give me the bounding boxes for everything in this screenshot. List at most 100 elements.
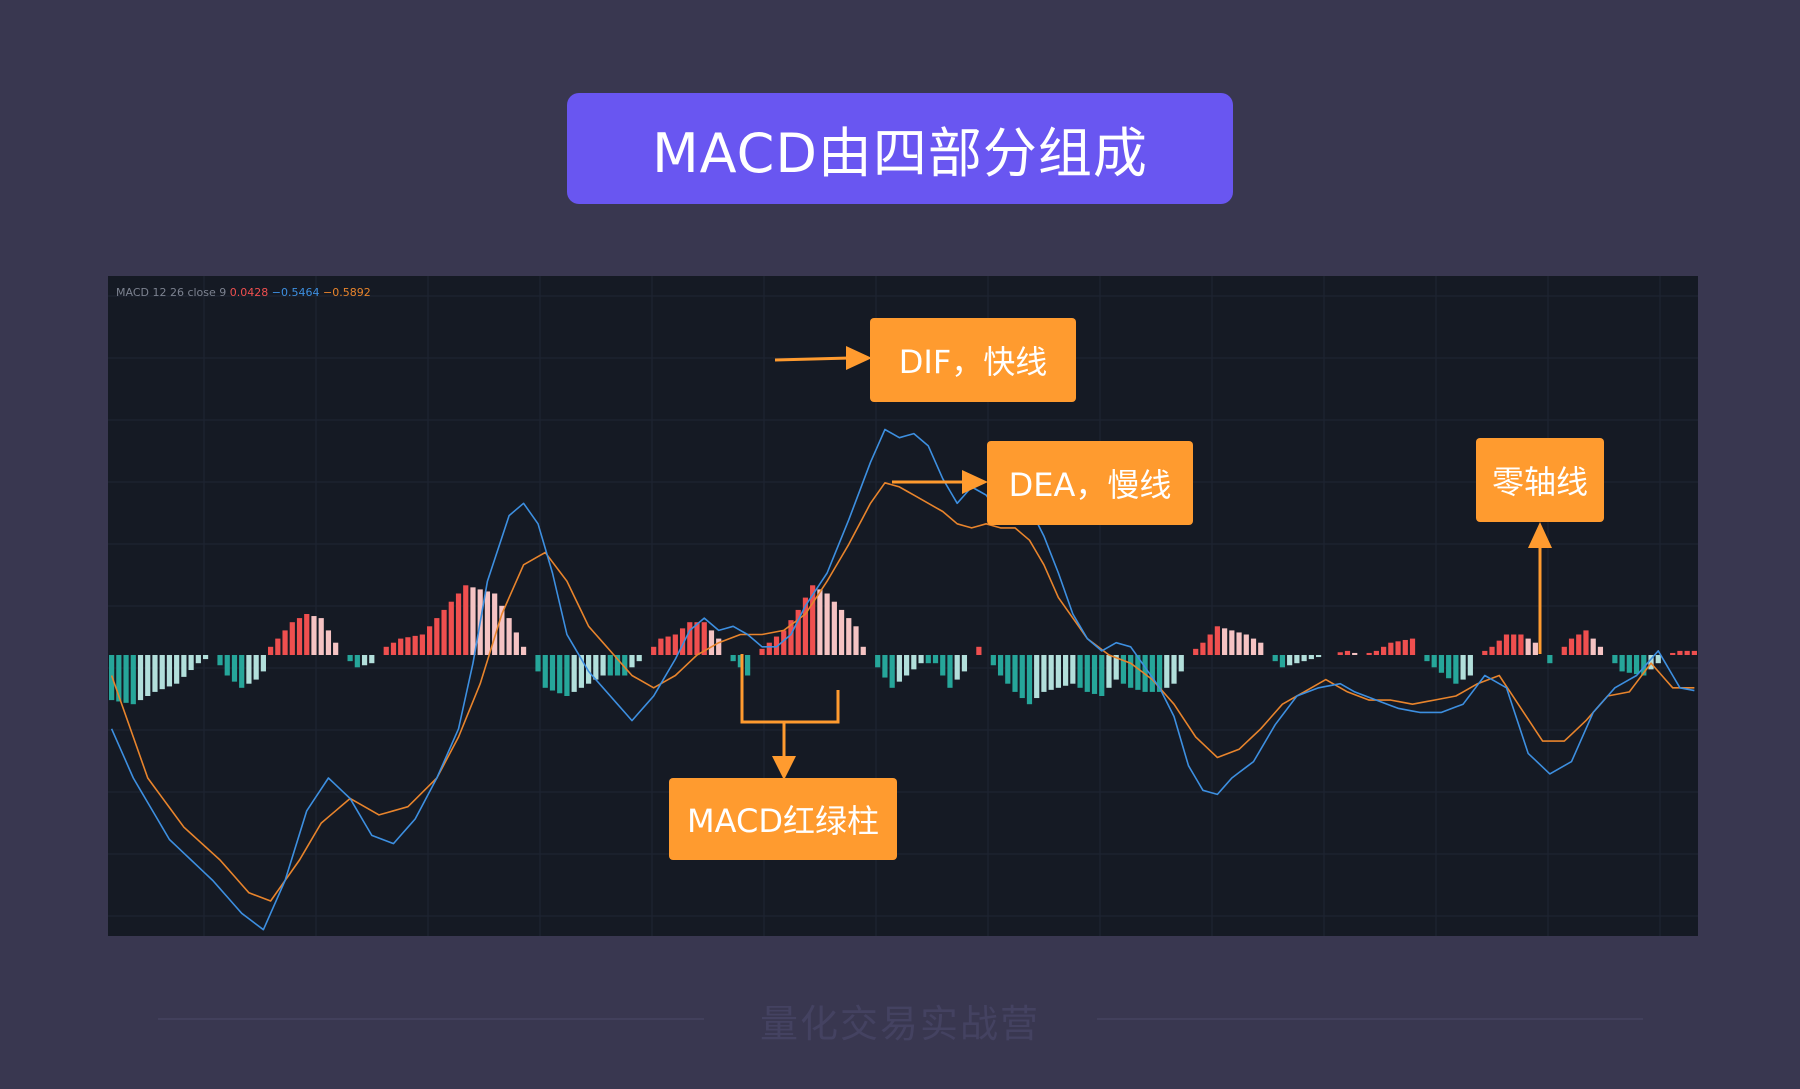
macd-histogram-bar <box>1308 655 1314 660</box>
macd-histogram-bar <box>1648 655 1654 670</box>
macd-histogram-bar <box>961 655 968 672</box>
macd-histogram-bar <box>195 655 201 664</box>
macd-histogram-bar <box>542 655 548 688</box>
macd-histogram-bar <box>1655 655 1661 664</box>
macd-histogram-bar <box>369 655 375 664</box>
macd-histogram-bar <box>1214 626 1220 655</box>
macd-histogram-bar <box>253 655 259 680</box>
macd-histogram-bar <box>311 616 317 655</box>
macd-histogram-bar <box>600 655 606 676</box>
macd-histogram-bar <box>1691 650 1697 655</box>
macd-histogram-bar <box>1207 634 1213 655</box>
macd-histogram-bar <box>976 646 982 655</box>
macd-histogram-bar <box>1193 648 1199 655</box>
macd-histogram-bar <box>1012 655 1018 692</box>
footer-divider-right <box>1097 1018 1643 1020</box>
macd-histogram-bar <box>492 593 498 655</box>
macd-histogram-bar <box>1482 650 1488 655</box>
macd-histogram-bar <box>925 655 931 664</box>
macd-histogram-bar <box>1460 655 1466 680</box>
macd-histogram-bar <box>708 630 715 655</box>
macd-histogram-bar <box>419 634 425 655</box>
macd-histogram-bar <box>1048 655 1054 690</box>
macd-histogram-bar <box>427 626 433 655</box>
macd-histogram-bar <box>1178 655 1184 672</box>
legend-label: MACD 12 26 close 9 <box>116 286 227 299</box>
macd-histogram-bar <box>831 601 837 655</box>
macd-histogram-bar <box>1511 634 1517 655</box>
macd-histogram-bar <box>954 655 960 680</box>
macd-histogram-bar <box>1532 642 1538 655</box>
macd-histogram-bar <box>860 646 866 655</box>
macd-histogram-bar <box>1626 655 1632 673</box>
macd-histogram-bar <box>405 637 411 655</box>
macd-histogram-bar <box>1222 628 1228 655</box>
macd-histogram-bar <box>687 622 693 655</box>
macd-histogram-bar <box>1106 655 1112 688</box>
macd-histogram-bar <box>188 655 194 671</box>
macd-histogram-bar <box>231 655 238 682</box>
macd-histogram-bar <box>636 655 642 662</box>
macd-histogram-bar <box>1612 655 1618 664</box>
macd-histogram-bar <box>679 628 686 655</box>
macd-histogram-bar <box>759 648 765 655</box>
macd-histogram-bar <box>347 655 353 662</box>
macd-histogram-bar <box>441 609 447 655</box>
callout-dea: DEA，慢线 <box>987 441 1193 525</box>
macd-histogram-bar <box>788 620 794 655</box>
macd-histogram-bar <box>1243 634 1249 655</box>
macd-histogram-bar <box>1171 655 1177 684</box>
macd-histogram-bar <box>275 638 281 655</box>
macd-histogram-bar <box>1250 638 1257 655</box>
macd-histogram-bar <box>202 655 209 660</box>
macd-histogram-bar <box>1279 655 1286 668</box>
macd-histogram-bar <box>506 618 512 655</box>
legend-dea-value: −0.5892 <box>323 286 371 299</box>
macd-histogram-bar <box>1568 638 1575 655</box>
macd-histogram-bar <box>246 655 252 684</box>
macd-histogram-bar <box>1315 655 1322 658</box>
macd-histogram-bar <box>333 642 339 655</box>
grid-layer <box>108 276 1698 936</box>
macd-histogram-bar <box>520 646 527 655</box>
macd-histogram-bar <box>268 646 274 655</box>
chart-canvas <box>108 276 1698 936</box>
macd-histogram-bar <box>1590 638 1596 655</box>
macd-histogram-bar <box>875 655 881 668</box>
macd-histogram-bar <box>398 638 404 655</box>
macd-histogram-bar <box>614 655 621 676</box>
macd-histogram-bar <box>1446 655 1452 679</box>
macd-histogram-bar <box>990 655 996 666</box>
macd-histogram-bar <box>1561 646 1567 655</box>
dea-slow-line <box>110 482 1695 902</box>
macd-histogram-bar <box>1467 655 1473 676</box>
macd-histogram-bar <box>390 642 397 655</box>
legend-hist-value: 0.0428 <box>229 286 269 299</box>
macd-histogram-bar <box>1381 646 1387 655</box>
macd-histogram-bar <box>810 585 816 655</box>
macd-histogram-bar <box>1301 655 1307 662</box>
macd-histogram-bar <box>1041 655 1047 692</box>
macd-histogram-bar <box>166 655 173 687</box>
macd-histogram-bar <box>1344 650 1351 655</box>
macd-histogram-bar <box>484 591 491 655</box>
macd-histogram-bar <box>846 618 852 655</box>
macd-histogram-bar <box>549 655 556 691</box>
macd-histogram-bar <box>1034 655 1040 699</box>
macd-histogram-bar <box>824 593 830 655</box>
macd-histogram-bar <box>737 655 743 668</box>
macd-histogram-bar <box>1337 652 1343 655</box>
macd-histogram-bar <box>1619 655 1625 672</box>
macd-histogram-bar <box>802 597 809 655</box>
macd-histogram-bar <box>1597 646 1604 655</box>
macd-histogram-bar <box>1156 655 1163 692</box>
macd-histogram-bar <box>412 635 418 655</box>
footer-divider-left <box>158 1018 704 1020</box>
callout-dif-label: DIF，快线 <box>898 343 1048 381</box>
macd-histogram-bar <box>1149 655 1155 692</box>
callout-dif: DIF，快线 <box>870 318 1076 402</box>
macd-histogram-bar <box>1438 655 1445 673</box>
macd-histogram-bar <box>694 622 700 655</box>
macd-histogram-bar <box>1684 650 1690 655</box>
macd-histogram-bar <box>260 655 266 672</box>
